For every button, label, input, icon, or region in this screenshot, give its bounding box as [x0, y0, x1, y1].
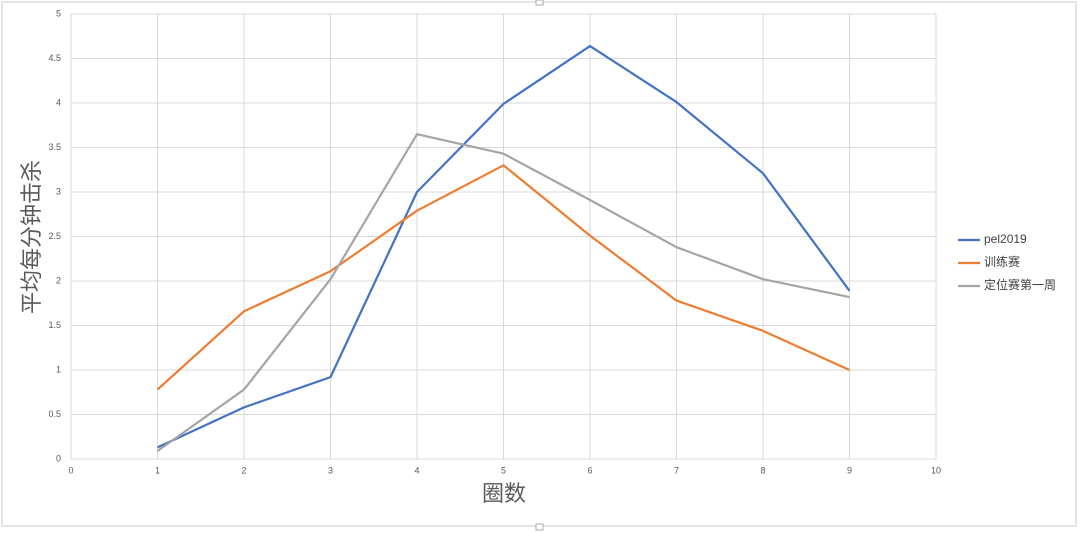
y-tick-label: 0.5 — [48, 409, 61, 419]
x-tick-label: 0 — [68, 465, 73, 475]
resize-handle — [535, 523, 544, 531]
series-line — [156, 164, 850, 391]
legend-label: pel2019 — [984, 232, 1027, 246]
y-axis-title: 平均每分钟击杀 — [19, 160, 44, 314]
y-tick-label: 3.5 — [48, 142, 61, 152]
y-tick-label: 3 — [56, 186, 61, 196]
y-tick-label: 2 — [56, 275, 61, 285]
series-line — [157, 44, 851, 449]
y-tick-label: 4 — [56, 97, 61, 107]
x-tick-label: 7 — [674, 465, 679, 475]
x-tick-label: 8 — [760, 465, 765, 475]
y-tick-label: 1.5 — [48, 320, 61, 330]
x-tick-label: 1 — [155, 465, 160, 475]
x-tick-label: 2 — [241, 465, 246, 475]
x-tick-label: 6 — [587, 465, 592, 475]
legend-label: 训练赛 — [984, 254, 1020, 269]
legend-label: 定位赛第一周 — [984, 277, 1056, 292]
x-tick-label: 5 — [501, 465, 506, 475]
x-tick-label: 4 — [414, 465, 419, 475]
resize-handle — [535, 0, 544, 6]
x-tick-label: 3 — [328, 465, 333, 475]
y-tick-label: 1 — [56, 364, 61, 374]
x-axis-title: 圈数 — [482, 481, 526, 506]
y-tick-label: 5 — [56, 8, 61, 18]
y-tick-label: 4.5 — [48, 53, 61, 63]
y-tick-label: 0 — [56, 453, 61, 463]
y-tick-label: 2.5 — [48, 231, 61, 241]
x-tick-label: 10 — [931, 465, 941, 475]
series-line — [156, 133, 850, 452]
x-tick-label: 9 — [847, 465, 852, 475]
